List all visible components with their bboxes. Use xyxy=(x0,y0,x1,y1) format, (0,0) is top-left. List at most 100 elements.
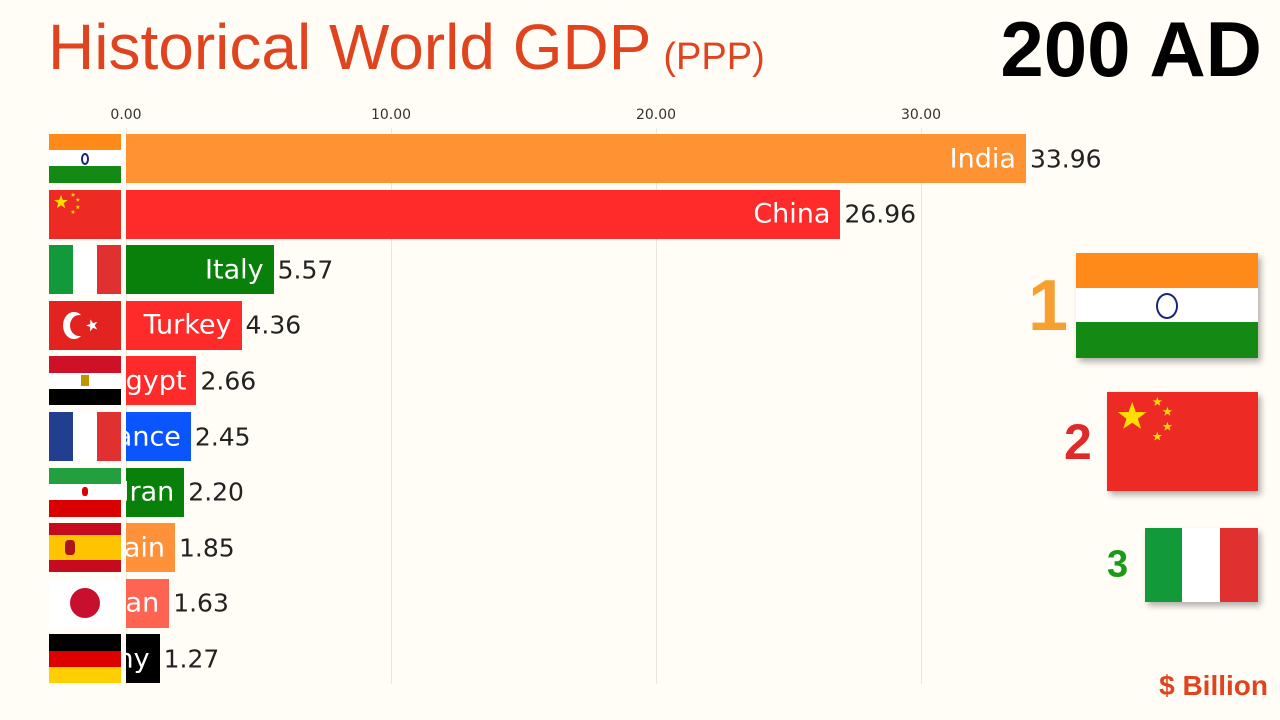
title-text: Historical World GDP xyxy=(48,11,652,83)
flag-icon-japan xyxy=(49,578,121,628)
bar-japan: Japan xyxy=(126,578,170,628)
bar-china: China xyxy=(126,189,841,239)
bar-label: Turkey xyxy=(143,309,232,341)
star-icon xyxy=(70,192,76,197)
flag-icon-india xyxy=(1076,253,1258,358)
value-label: 1.63 xyxy=(173,588,229,618)
value-label: 33.96 xyxy=(1029,144,1102,173)
value-label: 1.27 xyxy=(163,644,220,674)
flag-part xyxy=(49,634,121,652)
flag-icon-italy xyxy=(1145,528,1258,602)
gridline xyxy=(391,128,392,684)
bar-india: India xyxy=(126,134,1026,183)
flag-part xyxy=(69,314,89,337)
rank-number: 2 xyxy=(1064,413,1092,470)
flag-part xyxy=(96,412,121,461)
flag-icon-france xyxy=(49,412,121,461)
bar-iran: Iran xyxy=(126,467,185,517)
flag-icon-turkey xyxy=(49,300,121,350)
axis-tick-label: 20.00 xyxy=(635,107,677,123)
bar-egypt: Egypt xyxy=(126,356,197,406)
flag-icon-china xyxy=(49,189,121,239)
value-label: 2.20 xyxy=(188,477,244,507)
bar-label: Germany xyxy=(126,643,150,675)
star-icon xyxy=(75,196,81,202)
bar-label: India xyxy=(949,143,1016,174)
bar-label: Spain xyxy=(126,532,166,564)
value-label: 1.85 xyxy=(179,533,235,563)
axis-tick-label: 10.00 xyxy=(370,107,412,123)
flag-part xyxy=(1219,528,1258,602)
bar-spain: Spain xyxy=(126,523,176,573)
flag-part xyxy=(96,245,121,295)
flag-part xyxy=(80,152,90,166)
value-label: 2.45 xyxy=(194,422,251,451)
star-icon-group xyxy=(85,319,98,332)
flag-part xyxy=(49,467,121,485)
flag-part xyxy=(49,499,121,517)
flag-part xyxy=(69,588,101,619)
star-icon xyxy=(1152,396,1163,406)
flag-part xyxy=(49,134,121,151)
bar-label: Japan xyxy=(126,587,160,619)
flag-part xyxy=(72,412,98,461)
star-icon xyxy=(1117,401,1147,429)
flag-part xyxy=(81,375,89,386)
bar-label: Italy xyxy=(205,254,264,286)
flag-part xyxy=(49,535,121,560)
flag-part xyxy=(64,540,75,556)
bar-label: Iran xyxy=(126,476,175,508)
flag-part xyxy=(1076,322,1258,358)
star-icon xyxy=(1162,406,1173,416)
gridline xyxy=(126,128,127,684)
flag-part xyxy=(49,650,121,668)
star-icon xyxy=(85,319,98,332)
gridline xyxy=(656,128,657,684)
flag-icon-germany xyxy=(49,634,121,684)
axis-tick-label: 30.00 xyxy=(900,107,942,123)
flag-icon-italy xyxy=(49,245,121,295)
unit-label: $ Billion xyxy=(1159,670,1268,701)
flag-icon-iran xyxy=(49,467,121,517)
flag-part xyxy=(1182,528,1221,602)
year-label: 200 AD xyxy=(1000,4,1262,95)
flag-part xyxy=(49,412,74,461)
flag-part xyxy=(1145,528,1184,602)
star-icon xyxy=(75,204,81,209)
bar-label: Egypt xyxy=(126,365,187,397)
flag-part xyxy=(49,356,121,374)
flag-part xyxy=(72,245,98,295)
value-label: 2.66 xyxy=(200,366,257,396)
star-icon xyxy=(70,209,76,214)
star-icon xyxy=(54,194,68,208)
bar-germany: Germany xyxy=(126,634,160,684)
bar-italy: Italy xyxy=(126,245,274,295)
gridline xyxy=(921,128,922,684)
flag-part xyxy=(49,666,121,684)
rank-number: 1 xyxy=(1028,265,1069,346)
title-subtitle: (PPP) xyxy=(663,36,765,78)
chart-title: Historical World GDP (PPP) xyxy=(48,10,765,84)
star-icon-group xyxy=(54,192,81,214)
value-label: 4.36 xyxy=(245,310,302,340)
flag-icon-india xyxy=(49,134,121,183)
bar-label: France xyxy=(126,421,181,452)
flag-icon-china xyxy=(1107,392,1258,491)
bar-france: France xyxy=(126,412,191,461)
flag-part xyxy=(49,388,121,406)
flag-part xyxy=(1076,253,1258,289)
axis-tick-label: 0.00 xyxy=(110,107,142,123)
flag-part xyxy=(82,487,88,496)
value-label: 5.57 xyxy=(277,255,334,285)
star-icon xyxy=(1162,421,1173,431)
flag-part xyxy=(49,166,121,183)
bar-label: China xyxy=(753,198,831,230)
bar-turkey: Turkey xyxy=(126,300,242,350)
value-label: 26.96 xyxy=(844,199,917,229)
star-icon-group xyxy=(1117,396,1173,441)
flag-part xyxy=(1156,292,1178,319)
flag-icon-spain xyxy=(49,523,121,573)
rank-number: 3 xyxy=(1107,543,1129,586)
flag-icon-egypt xyxy=(49,356,121,406)
